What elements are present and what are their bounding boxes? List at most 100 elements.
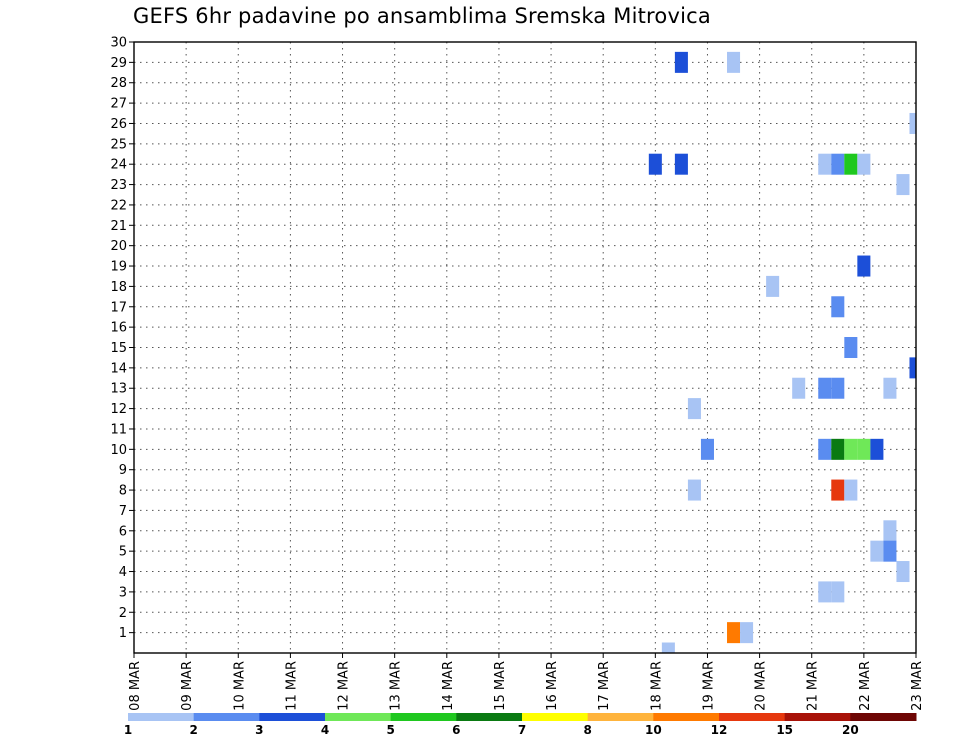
heatmap-cell [727, 51, 741, 73]
heatmap-cell [844, 479, 858, 501]
legend-swatch [259, 713, 326, 721]
y-tick-label: 2 [119, 606, 127, 621]
heatmap-cell [870, 438, 884, 460]
heatmap-cell [700, 438, 714, 460]
heatmap-cell [831, 479, 845, 501]
y-tick-label: 11 [110, 422, 127, 437]
y-tick-label: 4 [119, 565, 127, 580]
y-tick-label: 7 [119, 504, 127, 519]
legend-swatch [325, 713, 392, 721]
y-tick-label: 18 [110, 280, 127, 295]
y-tick-label: 14 [110, 361, 127, 376]
y-tick-label: 19 [110, 260, 127, 275]
heatmap-cell [687, 398, 701, 420]
x-tick-label: 11 MAR [284, 661, 299, 711]
legend-swatch [719, 713, 786, 721]
heatmap-cell [870, 540, 884, 562]
heatmap-cell [831, 581, 845, 603]
heatmap-cell [844, 438, 858, 460]
heatmap-cell [857, 438, 871, 460]
x-tick-label: 15 MAR [493, 661, 508, 711]
legend-label: 6 [452, 723, 460, 737]
legend-label: 20 [842, 723, 859, 737]
y-tick-label: 15 [110, 341, 127, 356]
y-tick-label: 10 [110, 443, 127, 458]
y-tick-label: 26 [110, 117, 127, 132]
x-tick-label: 19 MAR [701, 661, 716, 711]
heatmap-cell [857, 153, 871, 175]
heatmap-cell [818, 438, 832, 460]
legend-swatch [587, 713, 654, 721]
heatmap-cell [909, 112, 916, 134]
heatmap-cell [687, 479, 701, 501]
legend-swatch [193, 713, 260, 721]
x-tick-label: 12 MAR [337, 661, 352, 711]
x-tick-label: 08 MAR [128, 661, 143, 711]
heatmap-cell [896, 174, 910, 196]
y-tick-label: 21 [110, 219, 127, 234]
y-tick-label: 8 [119, 484, 127, 499]
y-tick-label: 29 [110, 56, 127, 71]
heatmap-cell [844, 153, 858, 175]
heatmap-cell [727, 622, 741, 644]
y-tick-label: 22 [110, 198, 127, 213]
x-tick-label: 14 MAR [441, 661, 456, 711]
x-tick-label: 10 MAR [232, 661, 247, 711]
x-tick-label: 22 MAR [858, 661, 873, 711]
legend-swatch [653, 713, 720, 721]
heatmap-cell [674, 153, 688, 175]
heatmap-cell [883, 377, 897, 399]
legend-label: 4 [321, 723, 329, 737]
heatmap-cell [674, 51, 688, 73]
legend-label: 2 [189, 723, 197, 737]
legend-swatch [128, 713, 195, 721]
legend-label: 5 [386, 723, 394, 737]
legend-swatch [522, 713, 589, 721]
heatmap-cell [883, 520, 897, 542]
x-tick-label: 17 MAR [597, 661, 612, 711]
heatmap-cell [844, 337, 858, 358]
heatmap-cell [792, 377, 806, 399]
heatmap-cell [857, 255, 871, 277]
legend-swatch [784, 713, 851, 721]
heatmap-cell [740, 622, 754, 644]
y-tick-label: 16 [110, 321, 127, 336]
y-tick-label: 27 [110, 97, 127, 112]
legend-swatch [390, 713, 457, 721]
heatmap-cell [831, 377, 845, 399]
x-tick-label: 23 MAR [910, 661, 925, 711]
y-tick-label: 9 [119, 463, 127, 478]
heatmap-cell [661, 642, 675, 653]
heatmap-cell [818, 153, 832, 175]
legend-label: 3 [255, 723, 263, 737]
legend-label: 15 [776, 723, 793, 737]
heatmap-cell [818, 377, 832, 399]
heatmap-cell [831, 296, 845, 318]
y-tick-label: 30 [110, 36, 127, 51]
legend-label: 7 [518, 723, 526, 737]
y-tick-label: 6 [119, 524, 127, 539]
x-tick-label: 18 MAR [649, 661, 664, 711]
y-tick-label: 13 [110, 382, 127, 397]
y-tick-label: 3 [119, 585, 127, 600]
legend-swatch [850, 713, 917, 721]
heatmap-cell [883, 540, 897, 562]
chart-title: GEFS 6hr padavine po ansamblima Sremska … [133, 4, 711, 28]
heatmap-cell [909, 357, 916, 379]
y-tick-label: 25 [110, 137, 127, 152]
x-tick-label: 21 MAR [806, 661, 821, 711]
heatmap-cell [831, 438, 845, 460]
y-tick-label: 24 [110, 158, 127, 173]
x-tick-label: 09 MAR [180, 661, 195, 711]
legend-label: 10 [645, 723, 662, 737]
heatmap-cell [896, 561, 910, 583]
y-tick-label: 12 [110, 402, 127, 417]
y-tick-label: 17 [110, 300, 127, 315]
heatmap-cell [818, 581, 832, 603]
legend-swatch [456, 713, 523, 721]
y-tick-label: 20 [110, 239, 127, 254]
x-tick-label: 13 MAR [389, 661, 404, 711]
x-tick-label: 20 MAR [754, 661, 769, 711]
